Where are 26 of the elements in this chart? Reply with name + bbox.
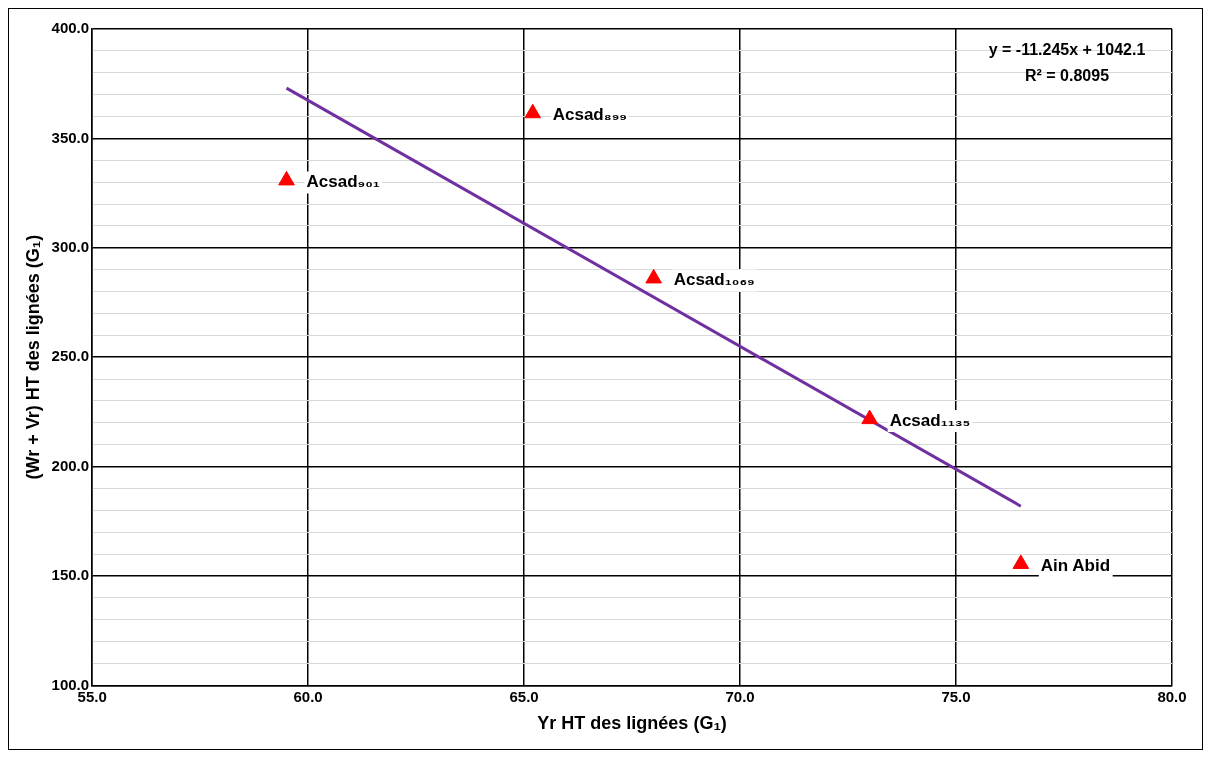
annotation: Ain Abid [1040,555,1111,575]
y-tick-label: 200.0 [51,456,90,474]
point [524,103,542,119]
annotation: Acsad₉₀₁ [306,172,380,192]
point [278,170,295,186]
x-tick-label: 80.0 [1157,687,1187,705]
y-tick-label: 350.0 [51,128,90,146]
point [1012,554,1030,569]
x-tick-label: 60.0 [293,687,323,705]
x-axis-title: Yr HT des lignées (G₁) [537,713,727,734]
point [861,409,878,425]
x-tick-label: 70.0 [725,687,755,705]
y-axis-title: (Wr + Vr) HT des lignées (G₁) [22,234,43,480]
y-tick-label: 300.0 [51,237,90,255]
y-tick-label: 250.0 [51,347,90,365]
annotation: Acsad₁₀₆₉ [673,270,755,290]
x-tick-label: 75.0 [941,687,971,705]
y-tick-label: 400.0 [51,19,90,37]
annotation: R² = 0.8095 [1024,67,1110,85]
annotation: y = -11.245x + 1042.1 [988,41,1146,59]
point [645,268,662,284]
annotation: Acsad₈₉₉ [552,104,628,124]
y-tick-label: 150.0 [51,566,90,584]
y-tick-label: 100.0 [51,675,90,693]
annotation: Acsad₁₁₃₅ [889,410,971,430]
x-tick-label: 65.0 [509,687,539,705]
